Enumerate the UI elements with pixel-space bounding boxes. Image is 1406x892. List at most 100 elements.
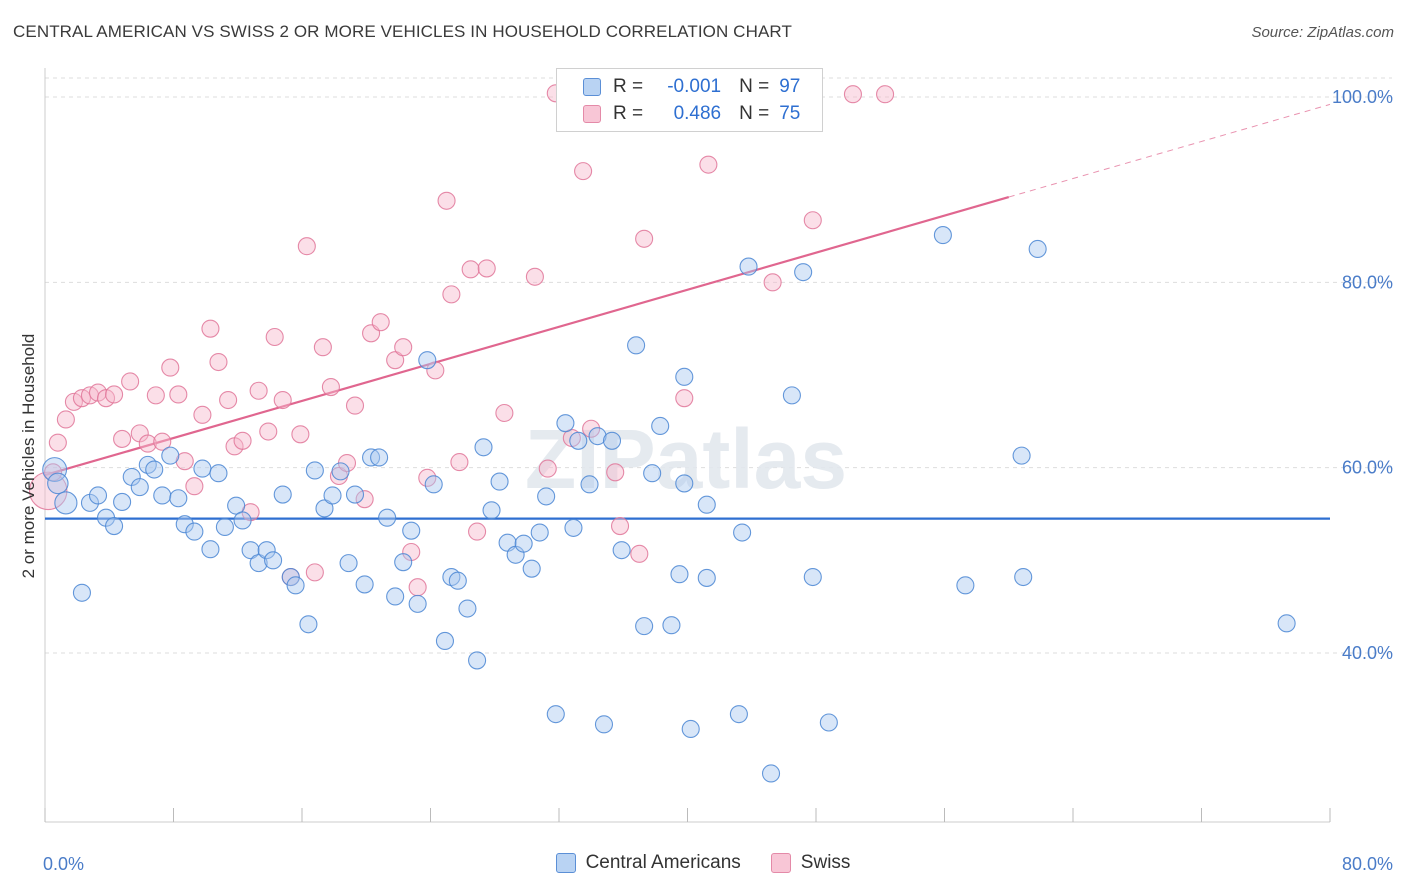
swiss-point bbox=[138, 434, 157, 453]
central-americans-point bbox=[378, 508, 397, 527]
central-americans-point bbox=[175, 515, 194, 534]
y-tick-label: 100.0% bbox=[1332, 87, 1393, 107]
central-americans-point bbox=[88, 486, 108, 505]
trend-lines bbox=[44, 103, 1331, 520]
swiss-point bbox=[525, 267, 544, 286]
swiss-point bbox=[219, 390, 238, 410]
central-americans-point bbox=[169, 489, 188, 508]
legend-row-swiss: R = 0.486 N = 75 bbox=[557, 101, 800, 127]
source-label: Source: ZipAtlas.com bbox=[1251, 24, 1394, 41]
central-americans-point bbox=[264, 551, 283, 570]
bottom-legend-swatch-pink bbox=[770, 853, 791, 873]
bottom-legend-swiss[interactable]: Swiss bbox=[770, 852, 851, 874]
central-americans-point bbox=[185, 522, 204, 541]
central-americans-point bbox=[514, 534, 533, 553]
central-americans-point bbox=[1277, 614, 1296, 633]
central-americans-point bbox=[323, 486, 342, 505]
swiss-point bbox=[386, 351, 405, 370]
swiss-point bbox=[161, 358, 180, 377]
central-americans-point bbox=[803, 567, 822, 587]
swiss-point bbox=[105, 385, 124, 404]
central-americans-point bbox=[47, 472, 69, 495]
legend-r-value: -0.001 bbox=[667, 76, 722, 97]
swiss-point bbox=[345, 396, 365, 415]
swiss-point bbox=[630, 544, 649, 563]
swiss-point bbox=[201, 319, 220, 338]
central-americans-point bbox=[54, 491, 78, 515]
central-americans-point bbox=[299, 615, 318, 634]
swiss-point bbox=[209, 352, 228, 372]
swiss-point bbox=[468, 522, 487, 541]
central-americans-point bbox=[1012, 446, 1031, 465]
central-americans-point bbox=[233, 511, 252, 530]
central-americans-point bbox=[448, 571, 467, 590]
central-americans-point bbox=[435, 631, 455, 651]
grid-lines bbox=[45, 77, 1392, 654]
legend-row-central-americans: R = -0.001 N = 97 bbox=[557, 74, 800, 100]
central-americans-point bbox=[739, 257, 758, 276]
central-americans-point bbox=[819, 713, 838, 732]
central-americans-point bbox=[564, 518, 583, 537]
central-americans-point bbox=[145, 460, 164, 479]
central-americans-point bbox=[588, 427, 607, 446]
swiss-point bbox=[394, 338, 413, 357]
bottom-legend-central-americans[interactable]: Central Americans bbox=[555, 852, 741, 874]
swiss-point bbox=[185, 477, 204, 496]
central-americans-point bbox=[627, 336, 646, 355]
central-americans-point bbox=[643, 464, 662, 483]
central-americans-points bbox=[42, 226, 1296, 783]
central-americans-point bbox=[522, 559, 541, 578]
swiss-point bbox=[635, 229, 654, 248]
swiss-point bbox=[259, 422, 278, 441]
legend-n-value: 75 bbox=[779, 103, 801, 124]
central-americans-point bbox=[729, 705, 748, 724]
swiss-point bbox=[876, 85, 895, 104]
central-americans-point bbox=[697, 495, 716, 514]
swiss-point bbox=[273, 390, 292, 410]
swiss-point bbox=[477, 259, 496, 278]
central-americans-point bbox=[153, 486, 172, 505]
swiss-point bbox=[193, 405, 212, 424]
central-americans-point bbox=[468, 651, 487, 670]
y-tick-label: 60.0% bbox=[1342, 458, 1393, 478]
central-americans-point bbox=[761, 764, 781, 783]
x-tick-label: 0.0% bbox=[43, 854, 84, 874]
trend-line-pink bbox=[44, 196, 1010, 477]
swiss-point bbox=[48, 433, 67, 452]
central-americans-point bbox=[474, 438, 493, 457]
central-americans-point bbox=[681, 719, 700, 739]
central-americans-point bbox=[105, 516, 124, 536]
y-tick-label: 80.0% bbox=[1342, 272, 1393, 292]
legend-swatch-blue bbox=[583, 78, 601, 96]
central-americans-point bbox=[635, 617, 654, 636]
central-americans-point bbox=[209, 464, 228, 483]
swiss-point bbox=[233, 431, 252, 450]
swiss-point bbox=[675, 389, 694, 408]
central-americans-point bbox=[281, 567, 300, 587]
legend-n-label: N = bbox=[739, 103, 770, 124]
central-americans-point bbox=[345, 485, 365, 504]
swiss-point bbox=[538, 459, 557, 478]
central-americans-point bbox=[602, 431, 622, 450]
central-americans-point bbox=[530, 523, 549, 542]
central-americans-point bbox=[1028, 239, 1047, 259]
swiss-point bbox=[574, 162, 593, 181]
watermark: ZIPatlas bbox=[525, 412, 847, 506]
central-americans-point bbox=[594, 715, 614, 734]
central-americans-point bbox=[956, 576, 975, 595]
central-americans-point bbox=[675, 367, 694, 386]
central-americans-point bbox=[651, 416, 670, 436]
bottom-legend-swatch-blue bbox=[555, 853, 576, 873]
central-americans-point bbox=[339, 554, 358, 573]
central-americans-point bbox=[794, 263, 813, 282]
central-americans-point bbox=[556, 414, 575, 433]
swiss-point bbox=[442, 285, 461, 304]
central-americans-point bbox=[138, 455, 157, 474]
central-americans-point bbox=[569, 431, 588, 450]
legend-n-label: N = bbox=[739, 76, 770, 97]
chart-title: CENTRAL AMERICAN VS SWISS 2 OR MORE VEHI… bbox=[13, 22, 792, 41]
swiss-point bbox=[610, 516, 630, 536]
axes bbox=[44, 68, 1331, 823]
bottom-legend-label: Swiss bbox=[800, 852, 851, 873]
